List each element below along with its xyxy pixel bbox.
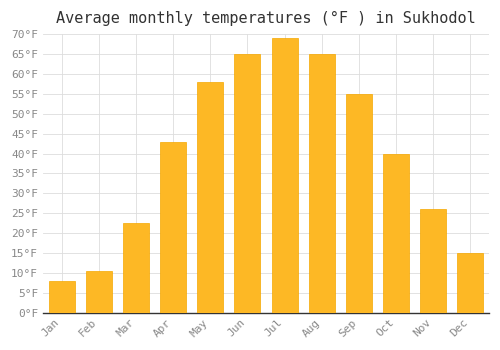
- Bar: [420, 209, 446, 313]
- Bar: [346, 94, 372, 313]
- Bar: [123, 223, 149, 313]
- Bar: [458, 253, 483, 313]
- Bar: [272, 38, 297, 313]
- Bar: [308, 54, 334, 313]
- Title: Average monthly temperatures (°F ) in Sukhodol: Average monthly temperatures (°F ) in Su…: [56, 11, 476, 26]
- Bar: [86, 271, 112, 313]
- Bar: [234, 54, 260, 313]
- Bar: [48, 281, 74, 313]
- Bar: [197, 82, 223, 313]
- Bar: [383, 154, 409, 313]
- Bar: [160, 142, 186, 313]
